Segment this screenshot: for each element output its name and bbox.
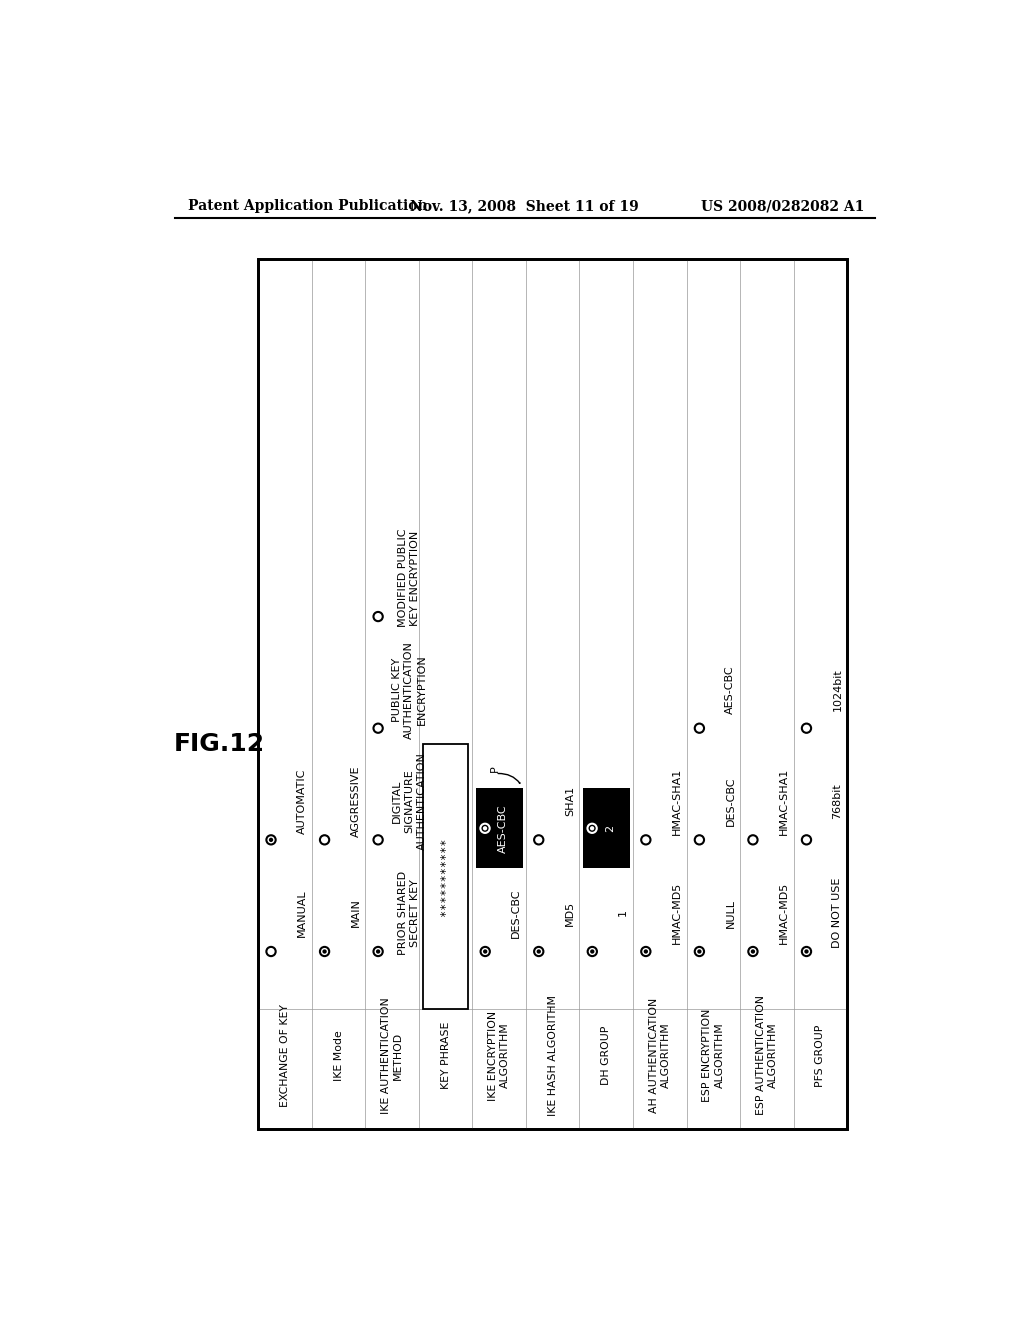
Circle shape <box>588 946 597 956</box>
Circle shape <box>480 824 489 833</box>
Circle shape <box>641 946 650 956</box>
Circle shape <box>374 946 383 956</box>
Text: HMAC-MD5: HMAC-MD5 <box>779 882 788 944</box>
Circle shape <box>269 838 273 842</box>
Text: 768bit: 768bit <box>833 784 843 820</box>
Bar <box>583 788 630 869</box>
Circle shape <box>697 949 701 953</box>
FancyArrowPatch shape <box>498 774 520 783</box>
Text: KEY PHRASE: KEY PHRASE <box>440 1022 451 1089</box>
Bar <box>258 259 847 1129</box>
Text: PFS GROUP: PFS GROUP <box>815 1024 825 1086</box>
Circle shape <box>374 612 383 622</box>
Circle shape <box>804 949 809 953</box>
Circle shape <box>590 826 594 830</box>
Text: NULL: NULL <box>725 899 735 928</box>
Circle shape <box>694 723 705 733</box>
Circle shape <box>749 946 758 956</box>
Circle shape <box>802 723 811 733</box>
Text: PRIOR SHARED
SECRET KEY: PRIOR SHARED SECRET KEY <box>398 871 420 956</box>
Text: MAIN: MAIN <box>350 899 360 928</box>
Circle shape <box>537 949 541 953</box>
Text: MD5: MD5 <box>565 900 574 925</box>
Circle shape <box>644 949 648 953</box>
Text: 2: 2 <box>605 825 614 832</box>
Circle shape <box>694 836 705 845</box>
Circle shape <box>590 949 595 953</box>
Text: DO NOT USE: DO NOT USE <box>833 878 843 948</box>
Text: IKE HASH ALGORITHM: IKE HASH ALGORITHM <box>548 995 558 1115</box>
Circle shape <box>694 946 705 956</box>
Circle shape <box>480 946 489 956</box>
Text: HMAC-SHA1: HMAC-SHA1 <box>779 768 788 836</box>
Bar <box>423 743 468 1010</box>
Text: PUBLIC KEY
AUTHENTICATION
ENCRYPTION: PUBLIC KEY AUTHENTICATION ENCRYPTION <box>392 640 427 739</box>
Circle shape <box>641 836 650 845</box>
Text: Nov. 13, 2008  Sheet 11 of 19: Nov. 13, 2008 Sheet 11 of 19 <box>411 199 639 213</box>
Text: EXCHANGE OF KEY: EXCHANGE OF KEY <box>280 1005 290 1107</box>
Text: US 2008/0282082 A1: US 2008/0282082 A1 <box>700 199 864 213</box>
Text: DES-CBC: DES-CBC <box>511 888 521 937</box>
Text: IKE Mode: IKE Mode <box>334 1030 343 1081</box>
Circle shape <box>749 836 758 845</box>
Text: FIG.12: FIG.12 <box>174 731 265 755</box>
Circle shape <box>483 949 487 953</box>
Text: P: P <box>490 766 501 772</box>
Text: ESP ENCRYPTION
ALGORITHM: ESP ENCRYPTION ALGORITHM <box>702 1008 725 1102</box>
Text: ***********: *********** <box>439 837 453 916</box>
Circle shape <box>374 836 383 845</box>
Text: AES-CBC: AES-CBC <box>725 665 735 714</box>
Circle shape <box>319 836 330 845</box>
Circle shape <box>376 949 380 953</box>
Circle shape <box>535 836 544 845</box>
Circle shape <box>802 836 811 845</box>
Text: MANUAL: MANUAL <box>297 890 307 937</box>
Circle shape <box>751 949 755 953</box>
Text: HMAC-MD5: HMAC-MD5 <box>672 882 682 944</box>
Text: DH GROUP: DH GROUP <box>601 1026 611 1085</box>
Bar <box>258 259 847 1129</box>
Circle shape <box>588 824 597 833</box>
Text: Patent Application Publication: Patent Application Publication <box>188 199 428 213</box>
Circle shape <box>266 836 275 845</box>
Circle shape <box>802 946 811 956</box>
Text: IKE ENCRYPTION
ALGORITHM: IKE ENCRYPTION ALGORITHM <box>488 1010 510 1101</box>
Text: HMAC-SHA1: HMAC-SHA1 <box>672 768 682 836</box>
Circle shape <box>535 946 544 956</box>
Circle shape <box>374 723 383 733</box>
Text: AH AUTHENTICATION
ALGORITHM: AH AUTHENTICATION ALGORITHM <box>648 998 671 1113</box>
Text: DES-CBC: DES-CBC <box>725 776 735 826</box>
Text: AUTOMATIC: AUTOMATIC <box>297 768 307 834</box>
Text: 1024bit: 1024bit <box>833 668 843 711</box>
Text: SHA1: SHA1 <box>565 787 574 816</box>
Circle shape <box>323 949 327 953</box>
Text: DIGITAL
SIGNATURE
AUTHENTICATION: DIGITAL SIGNATURE AUTHENTICATION <box>392 752 427 850</box>
Text: IKE AUTHENTICATION
METHOD: IKE AUTHENTICATION METHOD <box>381 997 403 1114</box>
Text: AES-CBC: AES-CBC <box>498 804 508 853</box>
Circle shape <box>319 946 330 956</box>
Text: MODIFIED PUBLIC
KEY ENCRYPTION: MODIFIED PUBLIC KEY ENCRYPTION <box>398 529 420 627</box>
Circle shape <box>483 826 487 830</box>
Text: ESP AUTHENTICATION
ALGORITHM: ESP AUTHENTICATION ALGORITHM <box>756 995 778 1115</box>
Bar <box>475 788 522 869</box>
Circle shape <box>266 946 275 956</box>
Text: AGGRESSIVE: AGGRESSIVE <box>350 766 360 837</box>
Text: 1: 1 <box>618 909 629 916</box>
